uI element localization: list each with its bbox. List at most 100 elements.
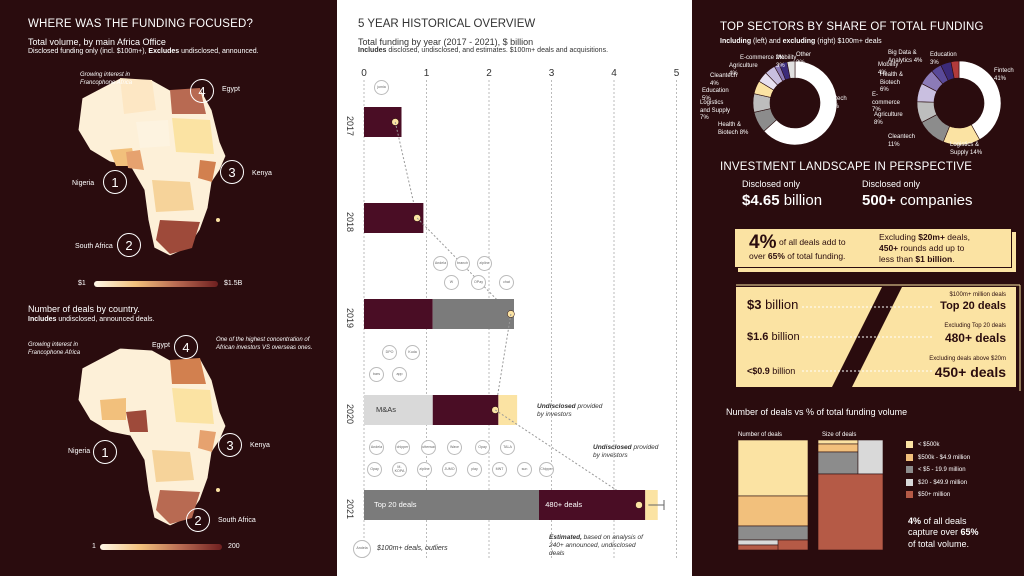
bil-value-3: <$0.9 billion bbox=[747, 366, 796, 376]
map2-callout-south-africa: 2 bbox=[186, 508, 210, 532]
map1-legend-gradient bbox=[94, 281, 218, 287]
legend-label: $20 - $49.9 million bbox=[918, 479, 968, 486]
billion-vs-deals-graphic bbox=[736, 284, 1021, 391]
bar-segment bbox=[364, 490, 539, 520]
map1-legend-min: $1 bbox=[78, 280, 86, 287]
2020-logo: app bbox=[392, 367, 407, 382]
mekko-legend-item: $20 - $49.9 million bbox=[906, 478, 970, 488]
2021-logo: play bbox=[467, 462, 482, 477]
insight-text-right: Excluding $20m+ deals, 450+ rounds add u… bbox=[879, 232, 970, 265]
map2-label-egypt: Egypt bbox=[152, 342, 170, 349]
map1-callout-egypt: 4 bbox=[190, 79, 214, 103]
map2-legend-max: 200 bbox=[228, 543, 240, 550]
y-tick-label: 2018 bbox=[345, 212, 355, 232]
ma-label: M&As bbox=[376, 405, 397, 414]
mekko-cell-size bbox=[857, 440, 884, 475]
chart-title: 5 YEAR HISTORICAL OVERVIEW bbox=[358, 18, 536, 30]
2021-logo: sun bbox=[517, 462, 532, 477]
deals480-label: 480+ deals bbox=[545, 500, 583, 509]
map2-label-nigeria: Nigeria bbox=[68, 448, 91, 455]
2021-logo: M-KOPA bbox=[392, 462, 407, 477]
2019-logo: chat bbox=[499, 275, 514, 290]
x-tick-label: 2 bbox=[486, 68, 492, 79]
disclosed-value-1: $4.65 billion bbox=[742, 192, 823, 209]
left-panel: WHERE WAS THE FUNDING FOCUSED? Total vol… bbox=[0, 0, 337, 576]
map2-title: Number of deals by country. bbox=[28, 304, 140, 314]
d2-education: Education 3% bbox=[930, 52, 957, 66]
x-tick-label: 1 bbox=[424, 68, 430, 79]
map1-subtitle: Total volume, by main Africa Office bbox=[28, 37, 166, 47]
d1-mobility: Mobility 3% bbox=[776, 55, 797, 69]
map2-annotation-right: One of the highest concentration of Afri… bbox=[216, 337, 313, 351]
legend-label: < $5 - 19.9 million bbox=[918, 467, 966, 474]
kenya-region bbox=[198, 160, 216, 182]
d1-cleantech: Cleantech 4% bbox=[710, 73, 738, 87]
2021-logo: JUMO bbox=[442, 462, 457, 477]
insight-box-1: 4% of all deals add to over 65% of total… bbox=[734, 228, 1012, 268]
funding-bar-chart: 0 1 2 3 4 5 2017 2018 2019 2020 2021 bbox=[345, 68, 680, 560]
legend-swatch bbox=[906, 466, 913, 474]
mekko-cell-deals bbox=[777, 539, 809, 550]
d1-agriculture: Agriculture 4% bbox=[729, 63, 758, 77]
y-tick-label: 2017 bbox=[345, 116, 355, 136]
map2-legend-gradient bbox=[100, 544, 222, 550]
x-tick-label: 0 bbox=[361, 68, 367, 79]
bar-segment bbox=[539, 490, 646, 520]
map2-label-south-africa: South Africa bbox=[218, 517, 256, 524]
d2-logistics: Logistics & Supply 14% bbox=[950, 142, 983, 156]
mekko-cell-size bbox=[817, 443, 859, 453]
bar-segment bbox=[364, 299, 433, 329]
2021-logo: Opay bbox=[475, 440, 490, 455]
d1-other: Other 3% bbox=[796, 52, 812, 66]
trend-connector bbox=[494, 313, 512, 411]
d1-ecommerce: E-commerce 2% bbox=[740, 55, 785, 61]
legend-swatch bbox=[906, 478, 913, 486]
map2-label-kenya: Kenya bbox=[250, 442, 270, 449]
2019-logo: W bbox=[444, 275, 459, 290]
map2-annotation-left: Growing interest in Francophone Africa bbox=[28, 342, 81, 356]
south-africa-region bbox=[156, 220, 200, 254]
mekko-cell-size bbox=[817, 451, 859, 475]
sectors-title: TOP SECTORS BY SHARE OF TOTAL FUNDING bbox=[720, 21, 984, 33]
2019-logo: zipline bbox=[477, 256, 492, 271]
legend-swatch bbox=[906, 453, 913, 461]
2021-logo: chipper bbox=[395, 440, 410, 455]
y-tick-label: 2021 bbox=[345, 499, 355, 519]
chart-subtitle: Total funding by year (2017 - 2021), $ b… bbox=[358, 37, 534, 47]
2017-logo: jumia bbox=[374, 80, 389, 95]
d2-cleantech: Cleantech 11% bbox=[888, 134, 916, 148]
mekko-legend: < $500k $500k - $4.9 million < $5 - 19.9 m… bbox=[906, 441, 970, 504]
landscape-title: INVESTMENT LANDSCAPE IN PERSPECTIVE bbox=[720, 161, 973, 173]
d2-mobility: Mobility 4% bbox=[878, 62, 899, 76]
top20-label: Top 20 deals bbox=[374, 500, 417, 509]
2020-logo: bars bbox=[369, 367, 384, 382]
legend-label: < $500k bbox=[918, 442, 940, 449]
deal-group-2: Excluding Top 20 deals 480+ deals bbox=[944, 323, 1006, 345]
bar-segment bbox=[364, 395, 433, 425]
d2-bigdata: Big Data & Analytics 4% bbox=[888, 50, 923, 64]
trend-connector bbox=[494, 409, 640, 506]
2021-logo: TALA bbox=[500, 440, 515, 455]
donut-slice bbox=[786, 60, 796, 79]
map2-callout-egypt: 4 bbox=[174, 335, 198, 359]
2020-logo: DPO bbox=[382, 345, 397, 360]
x-tick-label: 4 bbox=[611, 68, 617, 79]
mekko-note: 4% of all deals capture over 65% of tota… bbox=[908, 516, 979, 549]
map1-label-egypt: Egypt bbox=[222, 86, 240, 93]
mekko-chart bbox=[738, 440, 884, 550]
y-tick-label: 2019 bbox=[345, 308, 355, 328]
right-panel: TOP SECTORS BY SHARE OF TOTAL FUNDING In… bbox=[692, 0, 1024, 576]
chart-note: Includes disclosed, undisclosed, and est… bbox=[358, 47, 609, 54]
map1-label-nigeria: Nigeria bbox=[72, 180, 95, 187]
legend-swatch bbox=[906, 441, 913, 448]
d1-logistics: Logistics and Supply 7% bbox=[700, 100, 731, 121]
mekko-cell-size bbox=[817, 473, 884, 550]
2019-logo: OPay bbox=[471, 275, 486, 290]
undisclosed-note-2021: Undisclosed provided by investors bbox=[593, 444, 659, 460]
d1-health: Health & Biotech 8% bbox=[718, 122, 749, 136]
bar-segment bbox=[498, 395, 518, 425]
2019-logo: Andela bbox=[433, 256, 448, 271]
x-tick-label: 5 bbox=[674, 68, 680, 79]
bar-marker bbox=[635, 501, 643, 509]
d1-education: Education 5% bbox=[702, 88, 729, 102]
